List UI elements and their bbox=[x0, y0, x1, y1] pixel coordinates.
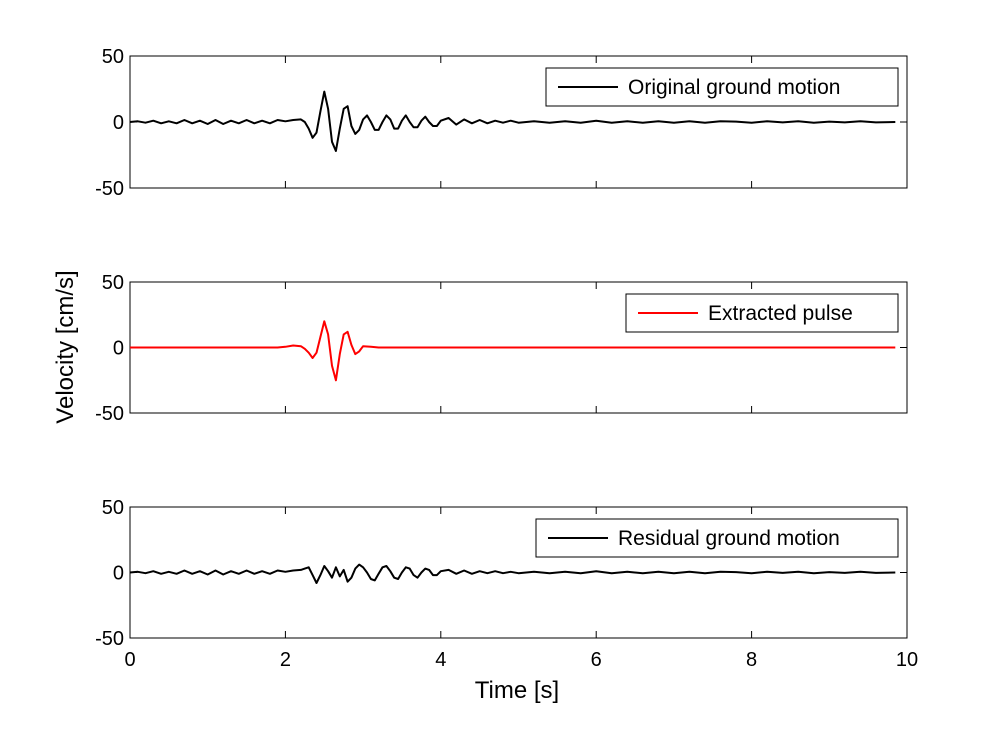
series-line bbox=[129, 563, 896, 584]
y-tick-label: 50 bbox=[102, 497, 124, 519]
x-tick-label: 6 bbox=[591, 649, 602, 671]
x-tick-label: 4 bbox=[435, 649, 446, 671]
y-tick-label: 0 bbox=[113, 563, 124, 585]
legend-label: Residual ground motion bbox=[618, 527, 840, 550]
legend: Extracted pulse bbox=[625, 293, 899, 333]
y-tick-label: -50 bbox=[95, 178, 124, 200]
legend: Residual ground motion bbox=[535, 518, 899, 558]
y-tick-label: -50 bbox=[95, 403, 124, 425]
series-line bbox=[129, 90, 896, 152]
y-tick-label: 50 bbox=[102, 272, 124, 294]
x-tick-label: 8 bbox=[746, 649, 757, 671]
panel-original: -50 0 50 Original ground motion bbox=[95, 46, 908, 200]
y-tick-label: 50 bbox=[102, 46, 124, 68]
legend: Original ground motion bbox=[545, 67, 899, 107]
legend-label: Original ground motion bbox=[628, 76, 840, 99]
legend-label: Extracted pulse bbox=[708, 302, 853, 325]
y-axis-label: Velocity [cm/s] bbox=[52, 270, 79, 423]
x-axis-label: Time [s] bbox=[475, 677, 559, 704]
y-tick-label: 0 bbox=[113, 338, 124, 360]
series-line bbox=[130, 320, 896, 382]
panel-pulse: -50 0 50 Extracted pulse bbox=[95, 272, 908, 425]
x-tick-label: 10 bbox=[896, 649, 918, 671]
x-tick-label: 2 bbox=[280, 649, 291, 671]
x-tick-label: 0 bbox=[124, 649, 135, 671]
y-tick-label: -50 bbox=[95, 628, 124, 650]
y-tick-label: 0 bbox=[113, 112, 124, 134]
